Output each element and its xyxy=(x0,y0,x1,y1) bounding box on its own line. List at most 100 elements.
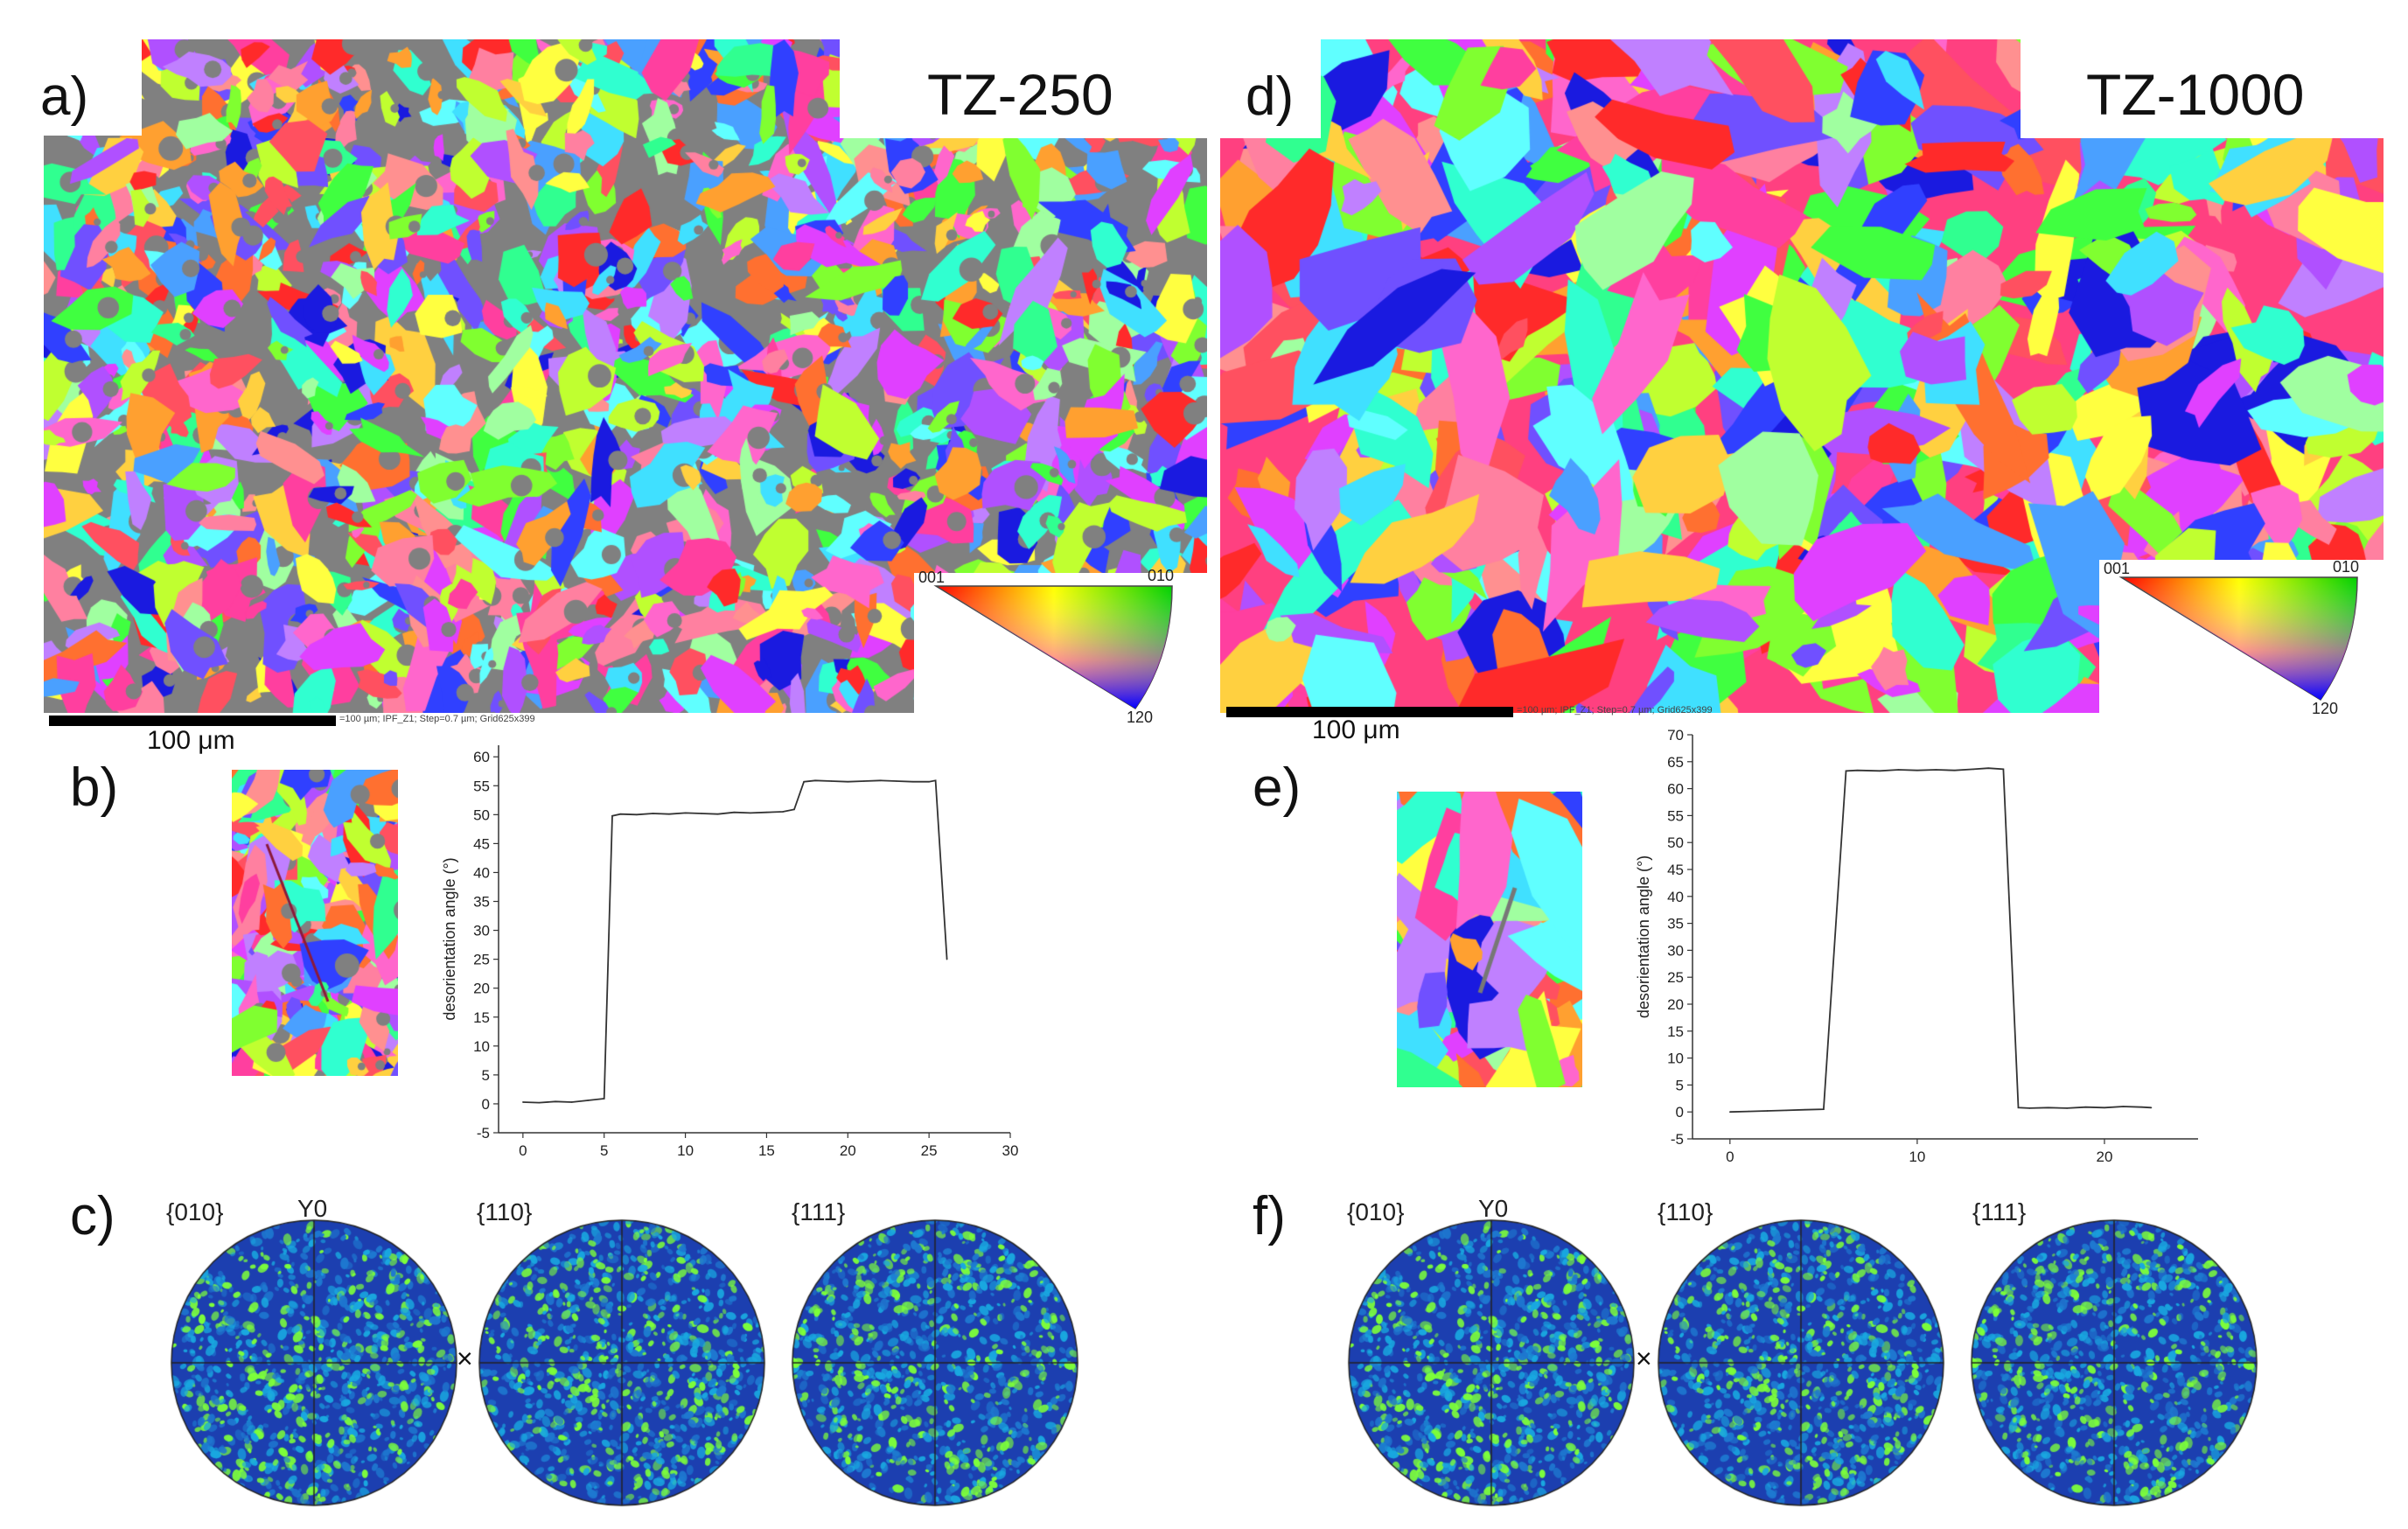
y-tick-label: 5 xyxy=(1676,1077,1684,1093)
profile-chart-b: -5 0 5 10 15 20 25 30 35 40 45 50 55 60 0 5 10 15 20 25 30 de… xyxy=(437,726,1032,1181)
data-point xyxy=(928,780,930,783)
y-tick-label: 35 xyxy=(473,894,490,911)
data-point xyxy=(1785,1109,1787,1112)
y-tick-label: 55 xyxy=(1667,807,1684,824)
profile-chart-e: -5 0 5 10 15 20 25 30 35 40 45 50 55 60 65 70 0 10 20 desor… xyxy=(1614,717,2226,1181)
pf-x-mark-c: × xyxy=(457,1343,473,1374)
data-point xyxy=(716,813,719,815)
data-point xyxy=(587,1100,589,1101)
y-tick-label: 30 xyxy=(1667,942,1684,959)
data-point xyxy=(2002,768,2005,771)
data-point xyxy=(911,780,914,783)
ipf-label-001: 001 xyxy=(2104,560,2131,577)
data-point xyxy=(765,811,768,813)
data-point xyxy=(782,811,784,813)
data-point xyxy=(570,1101,573,1103)
ipf-label-010: 010 xyxy=(1148,567,1175,584)
ipf-label-001: 001 xyxy=(918,569,946,586)
sample-title-tz250: TZ-250 xyxy=(927,62,1113,127)
scale-bar-a xyxy=(49,716,336,726)
x-tick-label: 25 xyxy=(921,1142,938,1159)
pole-figure-010-f xyxy=(1347,1218,1636,1507)
data-point xyxy=(2066,1107,2068,1109)
y-tick-label: 50 xyxy=(1667,834,1684,851)
data-point xyxy=(684,812,687,814)
data-point xyxy=(1766,1110,1769,1112)
data-point xyxy=(2104,1107,2105,1109)
scale-label-a: 100 μm xyxy=(147,726,235,755)
data-point xyxy=(1935,769,1937,771)
pole-figure-110-c xyxy=(478,1218,766,1507)
y-tick-label: 5 xyxy=(482,1067,490,1084)
y-tick-label: 60 xyxy=(473,749,490,765)
pf-y0-label-f: Y0 xyxy=(1478,1195,1509,1222)
ipf-triangle-icon xyxy=(2118,576,2358,702)
data-point xyxy=(1845,770,1847,772)
ipf-triangle-icon xyxy=(933,585,1173,710)
y-tick-label: 10 xyxy=(473,1038,490,1055)
y-tick-label: 45 xyxy=(473,835,490,852)
y-tick-label: 0 xyxy=(482,1096,490,1113)
data-point xyxy=(668,813,670,815)
y-tick-label: 70 xyxy=(1667,727,1684,744)
data-point xyxy=(1897,769,1900,771)
ipf-color-key: 001 010 120 xyxy=(918,567,1181,726)
y-axis-label: desorientation angle (°) xyxy=(441,857,458,1020)
y-tick-label: 40 xyxy=(1667,889,1684,905)
data-point xyxy=(879,779,882,782)
pf-x-mark-f: × xyxy=(1636,1343,1652,1374)
data-point xyxy=(701,813,702,814)
y-tick-label: 10 xyxy=(1667,1051,1684,1067)
x-tick-label: 20 xyxy=(2097,1148,2113,1165)
x-tick-label: 0 xyxy=(1726,1148,1734,1165)
ipf-color-key-d: 001 010 120 xyxy=(2104,558,2366,717)
data-point xyxy=(934,779,937,782)
y-tick-label: 20 xyxy=(1667,996,1684,1013)
map-info-d: =100 µm; IPF_Z1; Step=0.7 µm; Grid625x39… xyxy=(1517,705,1713,716)
data-point xyxy=(847,780,849,783)
y-tick-label: 45 xyxy=(1667,862,1684,878)
data-point xyxy=(611,814,613,817)
data-point xyxy=(538,1101,541,1104)
y-tick-label: 15 xyxy=(1667,1023,1684,1040)
panel-label-e: e) xyxy=(1253,758,1302,818)
data-point xyxy=(830,780,833,782)
x-tick-label: 10 xyxy=(1909,1148,1925,1165)
data-point xyxy=(2150,1107,2153,1109)
data-point xyxy=(1972,768,1974,771)
data-point xyxy=(1823,1108,1825,1110)
map-info-a: =100 µm; IPF_Z1; Step=0.7 µm; Grid625x39… xyxy=(339,714,535,724)
y-tick-label: 55 xyxy=(473,778,490,794)
data-point xyxy=(2140,1106,2143,1108)
panel-label-b: b) xyxy=(70,758,119,818)
data-point xyxy=(603,1098,605,1100)
y-tick-label: -5 xyxy=(1671,1131,1684,1148)
sample-title-tz1000: TZ-1000 xyxy=(2086,62,2305,127)
data-point xyxy=(636,813,638,816)
grain-crop-e xyxy=(1397,792,1582,1087)
panel-label-f: f) xyxy=(1253,1186,1286,1246)
data-point xyxy=(2017,1107,2020,1109)
y-tick-label: 40 xyxy=(473,864,490,881)
x-tick-label: 30 xyxy=(1002,1142,1019,1159)
y-tick-label: 25 xyxy=(473,952,490,968)
y-tick-label: 30 xyxy=(473,923,490,939)
x-tick-label: 10 xyxy=(677,1142,694,1159)
grain-crop-b xyxy=(232,770,398,1076)
pole-figure-111-c xyxy=(791,1218,1079,1507)
data-point xyxy=(803,780,805,783)
scale-label-d: 100 μm xyxy=(1312,716,1400,744)
pole-figure-110-f xyxy=(1657,1218,1945,1507)
y-axis-label: desorientation angle (°) xyxy=(1635,855,1652,1018)
panel-label-d: d) xyxy=(1246,66,1295,127)
x-tick-label: 5 xyxy=(600,1142,608,1159)
pole-figure-111-f xyxy=(1970,1218,2258,1507)
y-tick-label: 0 xyxy=(1676,1104,1684,1121)
data-point xyxy=(555,1100,556,1103)
data-point xyxy=(750,812,751,814)
data-point xyxy=(652,813,654,814)
y-tick-label: 60 xyxy=(1667,781,1684,798)
data-point xyxy=(619,813,622,815)
panel-label-a: a) xyxy=(40,66,89,127)
data-point xyxy=(863,780,865,782)
